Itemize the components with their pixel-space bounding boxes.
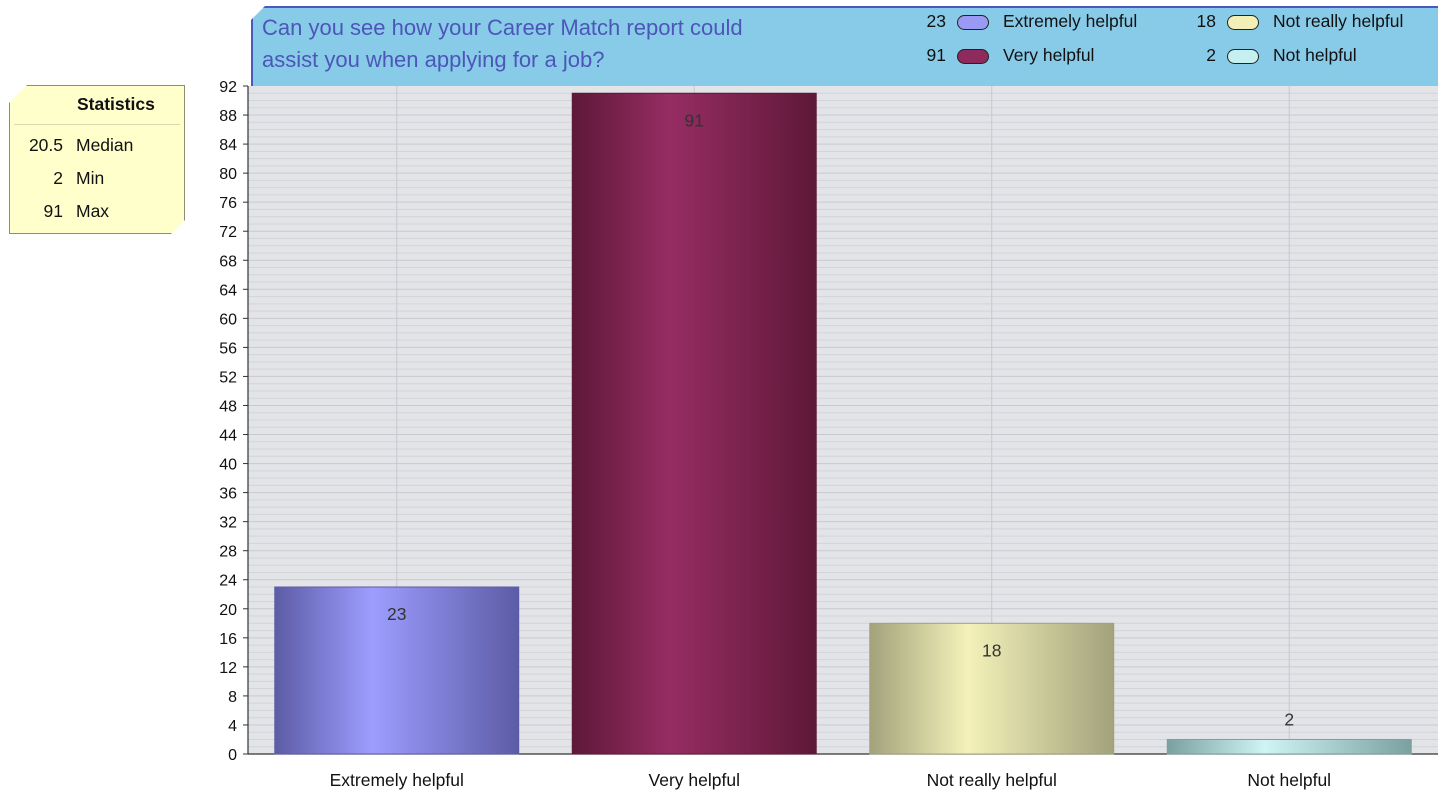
x-tick-label: Not helpful [1247,770,1331,790]
y-tick-label: 16 [219,631,237,648]
y-tick-label: 4 [228,718,237,735]
data-label: 18 [982,640,1001,660]
data-label: 23 [387,604,406,624]
stat-max-value: 91 [43,201,63,221]
bar-not-helpful [1166,738,1412,755]
stat-min-label: Min [76,168,105,188]
legend-swatch-extremely-helpful [957,15,989,30]
statistics-heading: Statistics [77,94,155,114]
legend-value-extremely-helpful: 23 [926,11,946,31]
y-tick-label: 32 [219,515,237,532]
stat-median-value: 20.5 [28,135,63,155]
y-tick-label: 48 [219,398,237,415]
legend-label-very-helpful: Very helpful [1003,45,1095,65]
x-tick-label: Not really helpful [927,770,1057,790]
bar-not-really-helpful [869,622,1115,755]
y-tick-label: 24 [219,573,237,590]
y-tick-label: 88 [219,108,237,125]
statistics-box [9,85,185,234]
y-tick-label: 60 [219,311,237,328]
y-tick-label: 80 [219,166,237,183]
bar-very-helpful [571,92,817,755]
bar-extremely-helpful [274,586,520,755]
y-tick-label: 12 [219,660,237,677]
legend-label-extremely-helpful: Extremely helpful [1003,11,1138,31]
y-tick-label: 64 [219,282,237,299]
legend-value-very-helpful: 91 [926,45,946,65]
legend-swatch-not-really-helpful [1227,15,1259,30]
y-tick-label: 84 [219,137,237,154]
legend-swatch-not-helpful [1227,49,1259,64]
legend-swatch-very-helpful [957,49,989,64]
legend-value-not-helpful: 2 [1206,45,1216,65]
stat-max-label: Max [76,201,110,221]
legend-label-not-helpful: Not helpful [1273,45,1357,65]
x-tick-label: Very helpful [649,770,740,790]
statistics-divider [14,124,180,125]
chart-title-line-1: Can you see how your Career Match report… [262,15,743,40]
y-tick-label: 44 [219,428,237,445]
stat-median-label: Median [76,135,134,155]
y-tick-label: 8 [228,689,237,706]
y-tick-label: 40 [219,457,237,474]
stat-min-value: 2 [53,168,63,188]
legend-value-not-really-helpful: 18 [1196,11,1216,31]
data-label: 2 [1284,709,1294,729]
y-tick-label: 0 [228,747,237,764]
y-tick-label: 68 [219,253,237,270]
y-tick-label: 76 [219,195,237,212]
y-tick-label: 56 [219,340,237,357]
chart-title-line-2: assist you when applying for a job? [262,47,605,72]
y-tick-label: 72 [219,224,237,241]
y-tick-label: 52 [219,369,237,386]
y-tick-label: 92 [219,79,237,96]
data-label: 91 [685,110,704,130]
y-tick-label: 36 [219,486,237,503]
y-tick-label: 20 [219,602,237,619]
x-tick-label: Extremely helpful [330,770,464,790]
y-tick-label: 28 [219,544,237,561]
legend-label-not-really-helpful: Not really helpful [1273,11,1404,31]
